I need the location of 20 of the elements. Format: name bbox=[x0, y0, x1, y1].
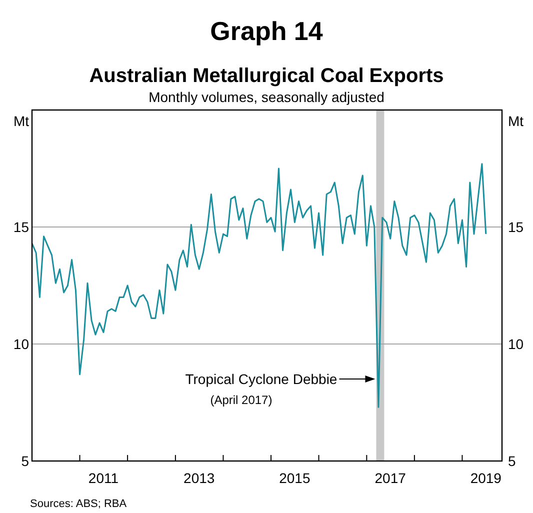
annotation: Tropical Cyclone Debbie bbox=[185, 371, 338, 387]
y2-tick-label: 5 bbox=[508, 453, 516, 469]
y2-axis-title: Mt bbox=[508, 113, 524, 129]
caption: Graph 14 bbox=[210, 16, 324, 46]
y2-tick-label: 10 bbox=[508, 336, 524, 352]
x-tick-label: 2017 bbox=[374, 470, 406, 486]
line-series bbox=[31, 163, 487, 408]
annotation: (April 2017) bbox=[210, 393, 272, 407]
chart-title: Australian Metallurgical Coal Exports bbox=[89, 65, 444, 87]
x-tick-label: 2013 bbox=[184, 470, 215, 486]
y-tick-label: 5 bbox=[21, 453, 30, 469]
y-tick-label: 10 bbox=[13, 336, 30, 352]
x-tick-label: 2011 bbox=[88, 470, 119, 486]
x-tick-label: 2019 bbox=[470, 470, 502, 486]
y2-tick-label: 15 bbox=[508, 219, 524, 235]
x-tick-label: 2015 bbox=[279, 470, 310, 486]
chart-subtitle: Monthly volumes, seasonally adjusted bbox=[148, 89, 384, 105]
source-note: Sources: ABS; RBA bbox=[30, 498, 128, 510]
y-axis-title: Mt bbox=[13, 113, 30, 129]
y-tick-label: 15 bbox=[13, 219, 30, 235]
